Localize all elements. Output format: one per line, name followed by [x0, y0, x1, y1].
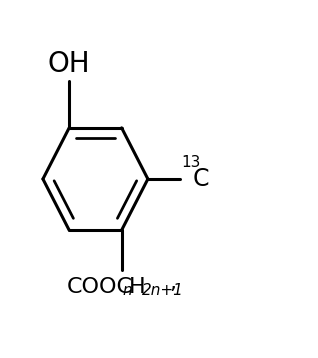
Text: ,: , — [169, 273, 176, 293]
Text: C: C — [192, 167, 209, 191]
Text: H: H — [129, 277, 146, 297]
Text: 13: 13 — [181, 155, 201, 170]
Text: 2n+1: 2n+1 — [142, 283, 184, 298]
Text: OH: OH — [48, 50, 91, 78]
Text: COOC: COOC — [66, 277, 133, 297]
Text: n: n — [122, 283, 132, 298]
